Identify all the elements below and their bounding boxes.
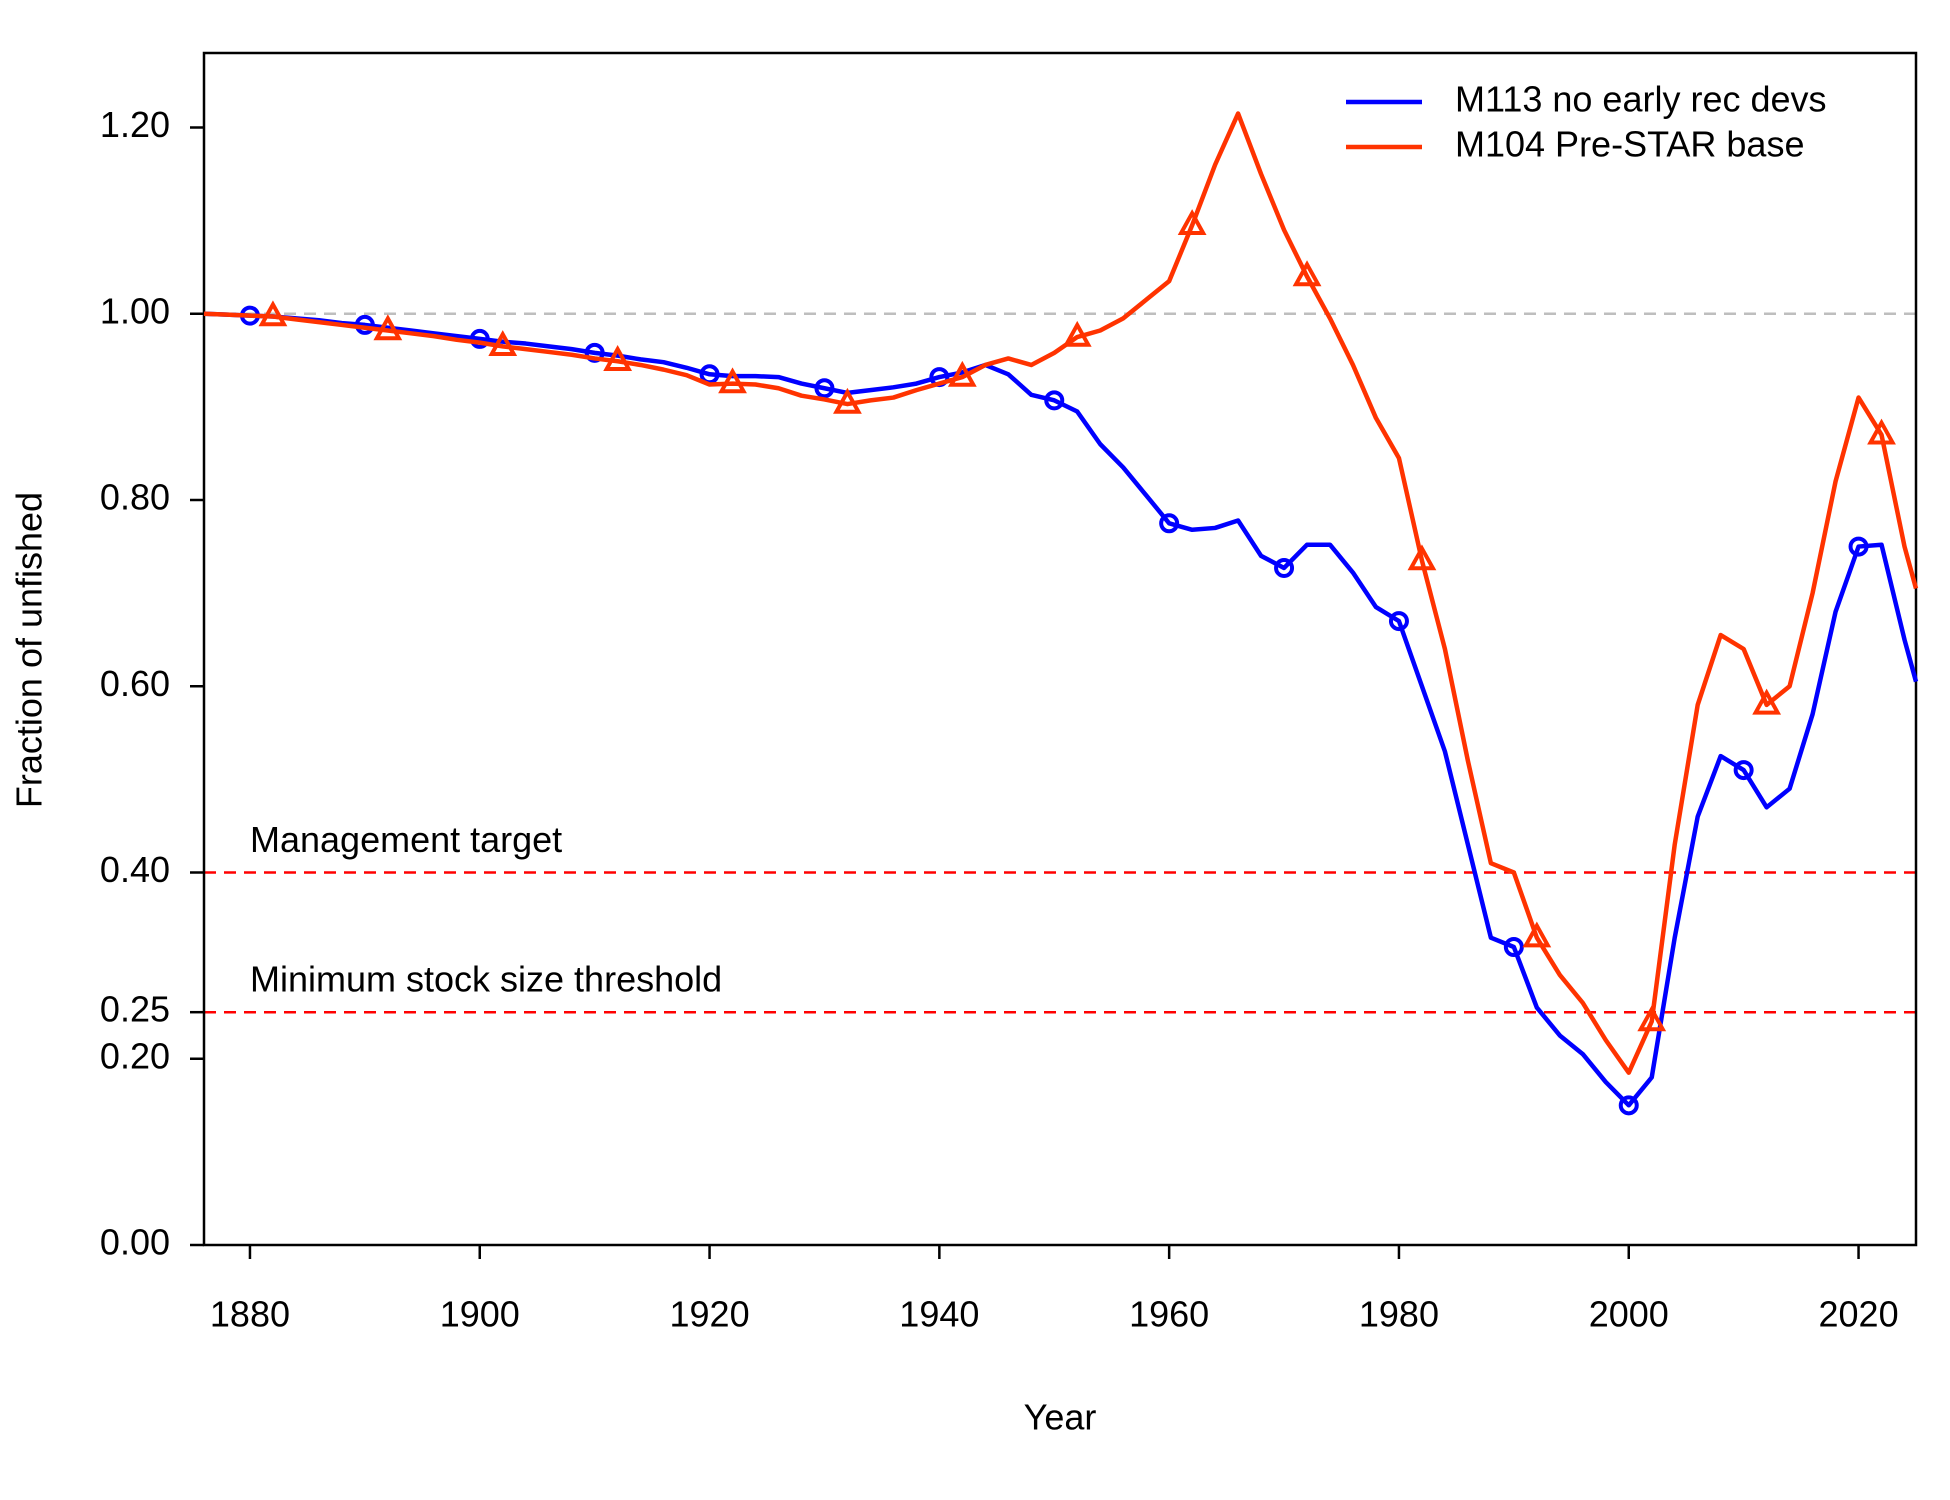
y-tick-label: 0.60	[100, 663, 170, 704]
y-tick-label: 0.40	[100, 849, 170, 890]
series-line	[203, 111, 1919, 1075]
marker	[1177, 209, 1207, 235]
marker	[1159, 513, 1180, 534]
y-tick-label: 0.80	[100, 477, 170, 518]
marker	[1044, 390, 1065, 411]
marker	[1274, 557, 1295, 578]
marker	[947, 360, 977, 387]
legend-label: M104 Pre-STAR base	[1455, 124, 1804, 165]
x-axis-title: Year	[1024, 1397, 1097, 1438]
marker	[1388, 611, 1409, 632]
marker	[1503, 937, 1524, 957]
x-tick-label: 1880	[210, 1294, 290, 1335]
reference-label: Minimum stock size threshold	[250, 959, 722, 1000]
marker	[469, 328, 490, 349]
x-tick-label: 2000	[1589, 1294, 1669, 1335]
series-line	[203, 311, 1919, 1108]
marker	[1867, 418, 1896, 445]
marker	[1848, 536, 1869, 557]
y-tick-label: 1.20	[100, 104, 170, 145]
marker	[258, 300, 288, 327]
marker	[718, 367, 747, 394]
marker	[373, 314, 403, 341]
marker	[1733, 760, 1754, 781]
x-tick-label: 1940	[899, 1294, 979, 1335]
marker	[1618, 1095, 1639, 1116]
marker	[1292, 260, 1322, 287]
marker	[584, 342, 605, 363]
y-tick-label: 0.25	[100, 989, 170, 1030]
marker	[1752, 688, 1782, 715]
marker	[814, 378, 835, 399]
x-tick-label: 1900	[440, 1294, 520, 1335]
marker	[1062, 320, 1092, 347]
x-tick-label: 1980	[1359, 1294, 1439, 1335]
legend-label: M113 no early rec devs	[1455, 79, 1827, 120]
x-tick-label: 1960	[1129, 1294, 1209, 1335]
plot-frame	[202, 51, 1918, 1247]
x-tick-label: 2020	[1819, 1294, 1899, 1335]
y-axis-title: Fraction of unfished	[9, 492, 50, 808]
marker	[1407, 544, 1437, 571]
marker	[833, 387, 862, 414]
marker	[1522, 921, 1552, 948]
y-tick-label: 0.20	[100, 1035, 170, 1076]
marker	[1637, 1005, 1667, 1032]
y-tick-label: 0.00	[100, 1222, 170, 1263]
y-tick-label: 1.00	[100, 290, 170, 331]
marker	[488, 330, 518, 357]
reference-label: Management target	[250, 819, 562, 860]
marker	[603, 345, 633, 371]
x-tick-label: 1920	[670, 1294, 750, 1335]
